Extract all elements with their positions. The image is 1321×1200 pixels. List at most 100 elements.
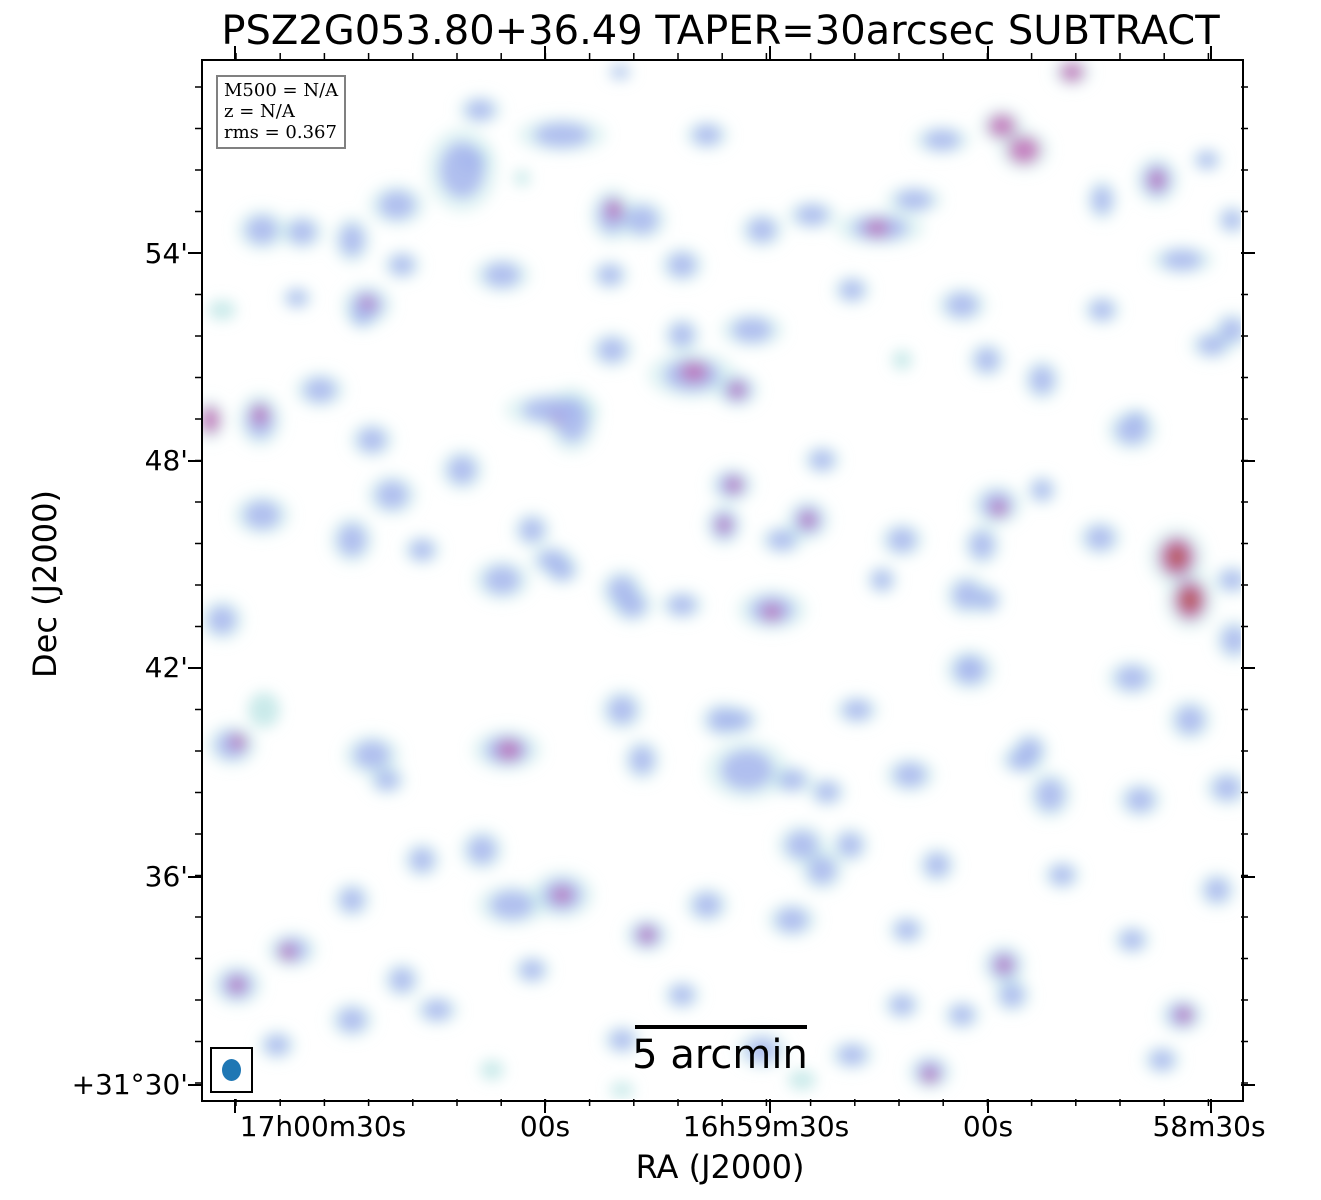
emission-blob <box>304 378 336 402</box>
emission-blob <box>208 606 236 634</box>
emission-blob <box>1060 62 1084 82</box>
emission-blob <box>668 595 696 615</box>
emission-blob <box>670 985 694 1005</box>
emission-blob <box>680 362 708 382</box>
emission-blob <box>552 887 572 903</box>
emission-blob <box>800 512 816 528</box>
emission-blob <box>732 318 772 342</box>
emission-blob <box>996 957 1012 973</box>
y-tick-label: +31°30' <box>71 1068 188 1101</box>
emission-blob <box>1220 318 1241 342</box>
emission-blob <box>340 888 364 912</box>
emission-blob <box>1036 779 1064 811</box>
emission-blob <box>723 710 751 730</box>
emission-blob <box>843 700 871 720</box>
x-tick-label: 17h00m30s <box>239 1110 407 1143</box>
emission-blob <box>808 856 836 884</box>
emission-blob <box>776 908 808 932</box>
emission-blob <box>1149 170 1165 190</box>
emission-blob <box>280 944 296 960</box>
emission-blob <box>1222 210 1241 230</box>
emission-blob <box>894 763 926 787</box>
emission-blob <box>514 170 530 186</box>
emission-blob <box>786 831 818 859</box>
emission-blob <box>287 290 307 306</box>
emission-blob <box>890 995 914 1015</box>
emission-blob <box>520 960 544 980</box>
info-box: M500 = N/A z = N/A rms = 0.367 <box>216 75 347 149</box>
emission-blob <box>484 566 520 594</box>
emission-blob <box>1222 626 1241 654</box>
emission-blob <box>1197 152 1217 168</box>
emission-blob <box>838 1045 866 1065</box>
emission-blob <box>358 428 386 452</box>
emission-blob <box>1126 788 1154 812</box>
emission-blob <box>423 1000 451 1020</box>
emission-blob <box>991 500 1007 516</box>
emission-blob <box>668 253 696 277</box>
emission-blob <box>977 590 997 610</box>
emission-blob <box>612 66 628 78</box>
emission-blob <box>480 1060 504 1080</box>
m500-label: M500 = N/A <box>224 80 339 101</box>
emission-blob <box>872 570 892 590</box>
radio-map-image <box>202 60 1241 1099</box>
emission-blob <box>788 1070 816 1090</box>
emission-blob <box>410 848 434 872</box>
emission-blob <box>746 1038 778 1062</box>
emission-blob <box>950 1005 974 1025</box>
beam-ellipse <box>222 1059 241 1081</box>
image-title: PSZ2G053.80+36.49 TAPER=30arcsec SUBTRAC… <box>221 8 1220 54</box>
emission-blob <box>810 450 834 470</box>
emission-blob <box>670 323 694 347</box>
emission-blob <box>888 528 916 552</box>
emission-blob <box>1050 865 1074 885</box>
x-tick-label: 00s <box>962 1110 1014 1143</box>
emission-blob <box>376 481 408 509</box>
y-axis-title: Dec (J2000) <box>26 490 64 678</box>
emission-blob <box>726 477 742 493</box>
emission-blob <box>896 190 932 210</box>
emission-blob <box>379 191 415 219</box>
emission-blob <box>970 531 994 559</box>
emission-blob <box>390 255 414 275</box>
emission-blob <box>815 782 839 802</box>
emission-blob <box>717 517 731 533</box>
emission-blob <box>598 265 622 285</box>
emission-blob <box>208 300 236 320</box>
emission-blob <box>838 833 862 857</box>
emission-blob <box>1120 930 1144 950</box>
emission-blob <box>410 540 434 560</box>
emission-blob <box>610 1082 634 1098</box>
emission-blob <box>1176 1007 1192 1023</box>
emission-blob <box>865 220 889 236</box>
redshift-label: z = N/A <box>224 101 295 122</box>
emission-blob <box>252 405 268 425</box>
emission-blob <box>988 114 1016 138</box>
emission-blob <box>338 1008 366 1032</box>
emission-blob <box>440 142 484 198</box>
emission-blob <box>1176 706 1204 734</box>
emission-blob <box>1018 738 1042 762</box>
emission-blob <box>1198 335 1226 355</box>
emission-blob <box>1008 136 1040 164</box>
emission-blob <box>466 100 494 120</box>
emission-blob <box>230 734 246 750</box>
emission-blob <box>1180 588 1200 612</box>
emission-blob <box>448 456 476 484</box>
emission-blob <box>630 746 654 774</box>
emission-blob <box>922 1067 938 1083</box>
emission-blob <box>246 216 278 244</box>
emission-blob <box>338 524 366 556</box>
emission-blob <box>1092 186 1112 214</box>
emission-blob <box>202 406 220 434</box>
emission-blob <box>1030 366 1054 394</box>
x-tick-label: 16h59m30s <box>682 1110 850 1143</box>
emission-blob <box>354 741 390 769</box>
emission-blob <box>598 338 626 362</box>
emission-blob <box>375 770 399 790</box>
emission-blob <box>729 382 745 398</box>
emission-blob <box>248 692 280 728</box>
emission-blob <box>608 696 636 724</box>
emission-blob <box>626 206 658 234</box>
